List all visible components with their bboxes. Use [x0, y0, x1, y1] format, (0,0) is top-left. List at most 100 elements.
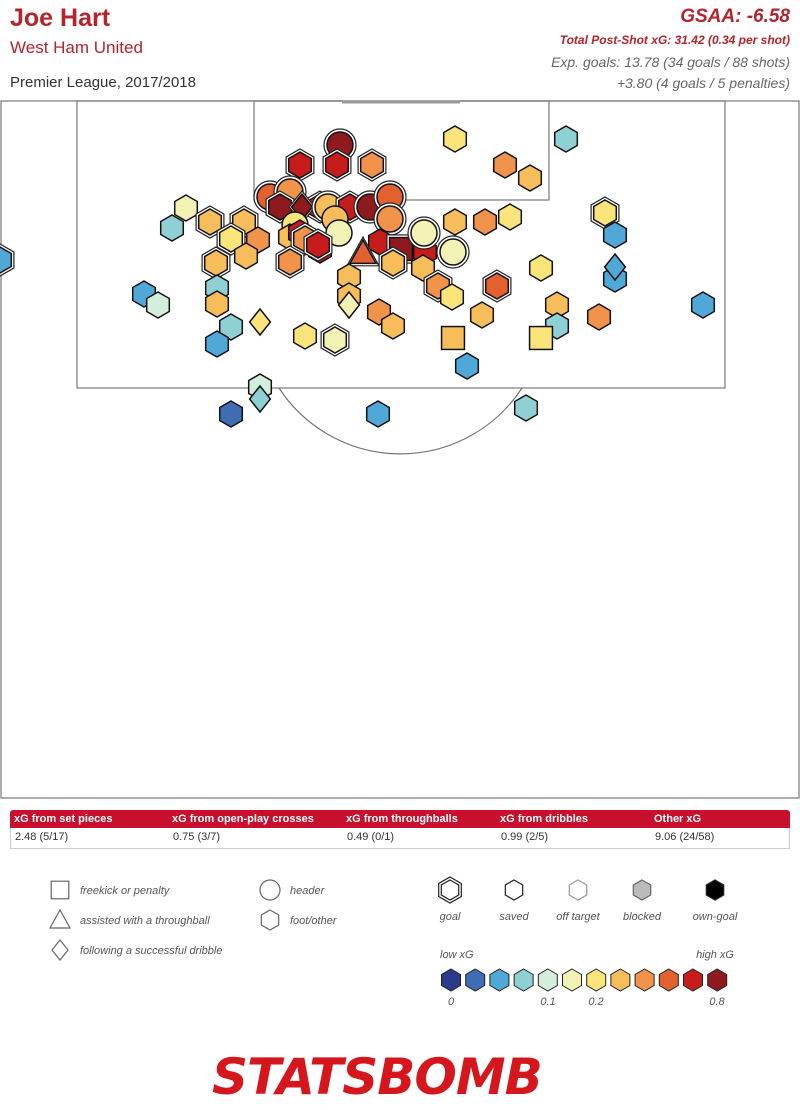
shot-circle-marker: [410, 219, 438, 247]
shot-hexagon-marker: [233, 242, 259, 270]
legend-outcomes: goal saved off target blocked own-goal: [438, 876, 738, 923]
scale-swatch: [489, 968, 510, 992]
shot-hexagon-marker: [0, 246, 13, 274]
scale-tick-label: 0.1: [540, 996, 555, 1008]
shot-hexagon-marker: [277, 248, 303, 276]
shot-circle-marker: [439, 238, 467, 266]
shot-hexagon-marker: [517, 164, 543, 192]
pitch-lines: [0, 100, 800, 799]
legend-diamond-icon: [51, 939, 69, 961]
shot-hexagon-marker: [287, 151, 313, 179]
legend-hexagon-icon: [260, 909, 280, 931]
legend-saved-icon: [504, 879, 524, 901]
legend-goal-icon: [440, 879, 460, 901]
stat-label: xG from dribbles: [500, 813, 589, 825]
scale-swatch: [634, 968, 655, 992]
scale-swatch: [537, 968, 558, 992]
shot-diamond-marker: [248, 307, 272, 337]
scale-high-label: high xG: [696, 949, 734, 961]
table-value-row: 2.48 (5/17) 0.75 (3/7) 0.49 (0/1) 0.99 (2/5…: [10, 828, 790, 849]
shot-square-marker: [528, 325, 554, 351]
scale-swatch: [513, 968, 534, 992]
stat-value: 0.75 (3/7): [173, 831, 221, 843]
shot-hexagon-marker: [469, 301, 495, 329]
shot-hexagon-marker: [322, 326, 348, 354]
shot-hexagon-marker: [492, 151, 518, 179]
shot-diamond-marker: [603, 252, 627, 282]
legend-shape-label: freekick or penalty: [80, 885, 171, 897]
shot-hexagon-marker: [602, 221, 628, 249]
scale-low-label: low xG: [440, 949, 474, 961]
stat-value: 9.06 (24/58): [655, 831, 715, 843]
logo-text: STATSBOMB: [212, 1048, 543, 1106]
statsbomb-logo: STATSBOMB: [212, 1048, 592, 1108]
scale-tick-label: 0: [448, 996, 455, 1008]
shot-triangle-marker: [348, 238, 378, 265]
legend-square-icon: [50, 880, 70, 900]
expected-goals: Exp. goals: 13.78 (34 goals / 88 shots): [551, 54, 790, 70]
shot-hexagon-marker: [204, 330, 230, 358]
stat-label: Other xG: [654, 813, 702, 825]
shot-hexagon-marker: [380, 249, 406, 277]
penalty-arc: [278, 387, 523, 455]
shot-square-marker: [440, 325, 466, 351]
shot-hexagon-marker: [484, 272, 510, 300]
player-name: Joe Hart: [10, 4, 111, 32]
legend-triangle-icon: [48, 908, 72, 929]
competition-label: Premier League, 2017/2018: [10, 74, 196, 91]
legend-xg-scale: low xG high xG 0 0.1 0.2 0.8: [440, 949, 734, 1008]
legend-shape-label: following a successful dribble: [80, 945, 222, 957]
shot-hexagon-marker: [454, 352, 480, 380]
scale-tick-label: 0.2: [588, 996, 603, 1008]
shot-hexagon-marker: [159, 214, 185, 242]
scale-swatch: [658, 968, 679, 992]
legend-circle-icon: [259, 879, 281, 901]
shot-hexagon-marker: [586, 303, 612, 331]
scale-swatch: [586, 968, 607, 992]
stat-label: xG from throughballs: [346, 813, 458, 825]
legend-off-icon: [568, 879, 588, 901]
legend: freekick or penalty assisted with a throu…: [48, 876, 738, 1008]
stat-label: xG from open-play crosses: [172, 813, 314, 825]
legend-outcome-label: blocked: [623, 911, 662, 923]
shot-hexagon-marker: [365, 400, 391, 428]
shot-hexagon-marker: [513, 394, 539, 422]
shot-hexagon-marker: [203, 249, 229, 277]
scale-swatch: [707, 968, 728, 992]
scale-swatch: [610, 968, 631, 992]
scale-tick-label: 0.8: [709, 996, 725, 1008]
shot-hexagon-marker: [267, 193, 293, 221]
shot-hexagon-marker: [528, 254, 554, 282]
shot-hexagon-marker: [218, 225, 244, 253]
legend-outcome-label: goal: [440, 911, 461, 923]
shot-hexagon-marker: [173, 194, 199, 222]
shot-hexagon-marker: [690, 291, 716, 319]
team-name: West Ham United: [10, 38, 143, 57]
legend-outcome-label: saved: [499, 911, 529, 923]
shot-hexagon-marker: [553, 125, 579, 153]
shot-hexagon-marker: [439, 283, 465, 311]
legend-shape-label: assisted with a throughball: [80, 915, 210, 927]
shot-hexagon-marker: [359, 151, 385, 179]
shot-hexagon-marker: [410, 254, 436, 282]
scale-swatch: [683, 968, 703, 992]
shot-circle-marker: [376, 205, 404, 233]
shot-diamond-marker: [248, 384, 272, 414]
shot-hexagon-marker: [442, 125, 468, 153]
legend-own-icon: [705, 879, 725, 901]
legend-outcome-label: off target: [556, 911, 600, 923]
shot-hexagon-marker: [380, 312, 406, 340]
scale-swatch: [562, 968, 582, 992]
scale-swatch: [465, 968, 486, 992]
shot-hexagon-marker: [204, 290, 230, 318]
shot-hexagon-marker: [497, 203, 523, 231]
shot-hexagon-marker: [218, 400, 244, 428]
shot-hexagon-marker: [145, 291, 171, 319]
stat-value: 2.48 (5/17): [15, 831, 69, 843]
shot-hexagon-marker: [324, 151, 350, 179]
legend-shape-label: foot/other: [290, 915, 338, 927]
shot-diamond-marker: [337, 290, 361, 320]
scale-swatch: [441, 968, 461, 992]
shots-layer: [0, 125, 716, 428]
gsaa-value: GSAA: -6.58: [680, 6, 790, 27]
